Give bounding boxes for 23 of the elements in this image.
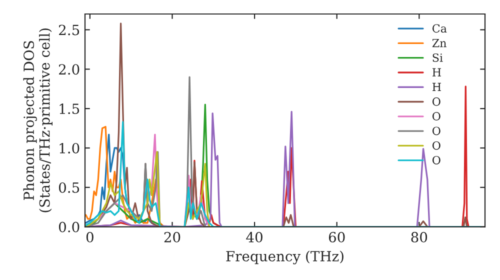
legend-label: Zn	[432, 38, 446, 48]
x-tick-label: 80	[411, 232, 428, 242]
legend-label: O	[432, 112, 440, 120]
legend-label: H	[432, 82, 441, 92]
legend-label: O	[432, 141, 440, 150]
x-tick-label: 0	[86, 232, 94, 242]
y-tick-label: 2.0	[58, 64, 80, 75]
y-tick-label: 0.5	[58, 182, 80, 193]
legend-label: O	[432, 156, 440, 164]
x-tick-label: 20	[164, 232, 180, 242]
y-tick-label: 0.0	[58, 222, 80, 232]
legend-label: O	[432, 97, 440, 106]
y-tick-label: 1.0	[60, 142, 80, 154]
y-tick-label: 1.5	[60, 104, 80, 114]
legend-label: O	[432, 126, 440, 136]
x-tick-label: 40	[246, 232, 262, 242]
legend-label: Ca	[432, 24, 447, 33]
legend-label: H	[432, 68, 441, 76]
legend-label: Si	[432, 53, 443, 62]
x-tick-label: 60	[328, 232, 345, 242]
x-axis-title: Frequency (THz)	[226, 250, 344, 264]
y-tick-label: 2.5	[58, 24, 80, 36]
y-axis-title: Phonon projected DOS (States/THz·primitive cell)	[23, 28, 52, 212]
